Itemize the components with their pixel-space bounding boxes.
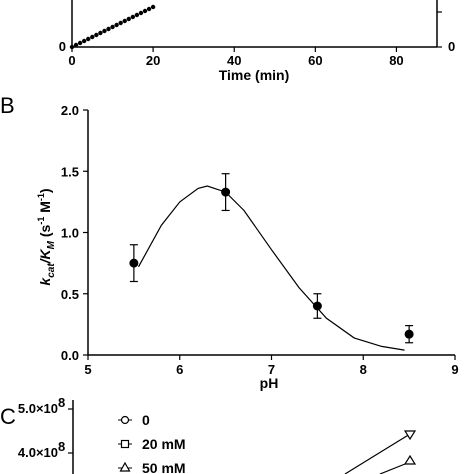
panel-a: 0 0 0 20 40 60 80 Time (min) xyxy=(59,0,455,83)
panel-c-legend: 0 20 mM 50 mM xyxy=(118,412,186,474)
panel-a-data-point xyxy=(81,38,87,44)
panel-a-data-point xyxy=(98,30,103,36)
panel-a-y-tick-label: 0 xyxy=(59,39,66,54)
panel-b-points xyxy=(129,173,414,344)
legend-label: 0 xyxy=(142,412,150,428)
panel-b-x-ticks: 5 6 7 8 9 xyxy=(84,355,459,377)
panel-a-data-point xyxy=(122,18,127,24)
panel-c-label: C xyxy=(0,404,16,429)
panel-c-y-tick-exponent: 8 xyxy=(58,439,65,454)
panel-c-series-line xyxy=(344,433,411,474)
panel-b-x-tick-label: 9 xyxy=(451,362,458,377)
panel-b-x-tick-label: 6 xyxy=(176,362,183,377)
panel-b-y-tick-label: 0.5 xyxy=(61,287,79,302)
panel-b-y-tick-label: 1.0 xyxy=(61,226,79,241)
panel-b-y-tick-label: 1.5 xyxy=(61,164,79,179)
panel-b: B 5 6 7 8 9 0.0 0.5 1.0 1.5 2.0 pH kcat/KM (s-1 … xyxy=(0,93,459,391)
panel-a-data-point xyxy=(77,40,83,46)
panel-a-data-point xyxy=(130,14,136,20)
panel-b-y-axis-label: kcat/KM (s-1 M-1) xyxy=(36,188,57,285)
panel-a-data-point xyxy=(106,26,111,32)
panel-c: C 5.0×10 8 4.0×10 8 0 20 mM 50 mM xyxy=(0,395,417,474)
panel-a-data-point xyxy=(94,32,99,38)
panel-a-points xyxy=(69,4,156,50)
panel-c-y-tick-exponent: 8 xyxy=(58,395,65,410)
panel-b-label: B xyxy=(0,93,15,118)
panel-a-x-ticks: 0 20 40 60 80 xyxy=(68,47,404,68)
panel-a-data-point xyxy=(69,44,75,50)
panel-b-data-point xyxy=(129,258,139,268)
panel-a-data-point xyxy=(114,22,119,28)
panel-a-data-point xyxy=(142,8,148,14)
panel-a-data-point xyxy=(138,10,144,16)
panel-b-data-point xyxy=(312,301,322,311)
panel-b-y-ticks: 0.0 0.5 1.0 1.5 2.0 xyxy=(61,103,88,363)
panel-b-x-tick-label: 7 xyxy=(268,362,275,377)
circle-marker-icon xyxy=(120,415,130,425)
panel-a-data-point xyxy=(126,16,131,22)
panel-a-x-tick-label: 0 xyxy=(68,53,75,68)
legend-label: 50 mM xyxy=(142,460,186,474)
panel-a-data-point xyxy=(86,36,91,42)
panel-b-x-tick-label: 5 xyxy=(84,362,91,377)
triangle-marker-icon xyxy=(119,461,131,472)
legend-item-1: 20 mM xyxy=(118,436,186,452)
legend-item-0: 0 xyxy=(118,412,150,428)
legend-item-2: 50 mM xyxy=(118,460,186,474)
panel-a-data-point xyxy=(150,4,156,10)
panel-a-data-point xyxy=(134,12,140,18)
panel-c-y-tick-label: 4.0×10 xyxy=(18,445,58,460)
panel-c-y-tick-label: 5.0×10 xyxy=(18,401,58,416)
legend-label: 20 mM xyxy=(142,436,186,452)
panel-a-data-point xyxy=(90,34,95,40)
panel-b-y-tick-label: 2.0 xyxy=(61,103,79,118)
panel-a-data-point xyxy=(118,20,123,26)
panel-a-x-axis-label: Time (min) xyxy=(219,67,290,83)
panel-a-data-point xyxy=(73,42,79,48)
panel-a-right-tick-label: 0 xyxy=(448,39,455,54)
panel-a-data-point xyxy=(102,28,107,34)
panel-c-marker-triangle-up xyxy=(403,454,417,465)
square-marker-icon xyxy=(120,439,130,449)
panel-b-data-point xyxy=(404,329,414,339)
panel-a-data-point xyxy=(146,6,152,12)
panel-b-x-axis-label: pH xyxy=(260,375,279,391)
panel-a-x-tick-label: 80 xyxy=(389,53,403,68)
panel-b-fit-curve xyxy=(137,185,405,351)
panel-a-x-tick-label: 40 xyxy=(227,53,241,68)
panel-a-x-tick-label: 20 xyxy=(146,53,160,68)
panel-b-x-tick-label: 8 xyxy=(360,362,367,377)
panel-a-x-tick-label: 60 xyxy=(308,53,322,68)
panel-a-data-point xyxy=(110,24,115,30)
panel-c-marker-triangle-down xyxy=(403,430,417,441)
panel-b-y-tick-label: 0.0 xyxy=(61,348,79,363)
panel-b-data-point xyxy=(221,187,231,197)
